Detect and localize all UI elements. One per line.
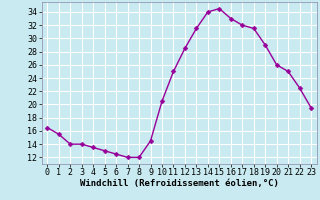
X-axis label: Windchill (Refroidissement éolien,°C): Windchill (Refroidissement éolien,°C) bbox=[80, 179, 279, 188]
